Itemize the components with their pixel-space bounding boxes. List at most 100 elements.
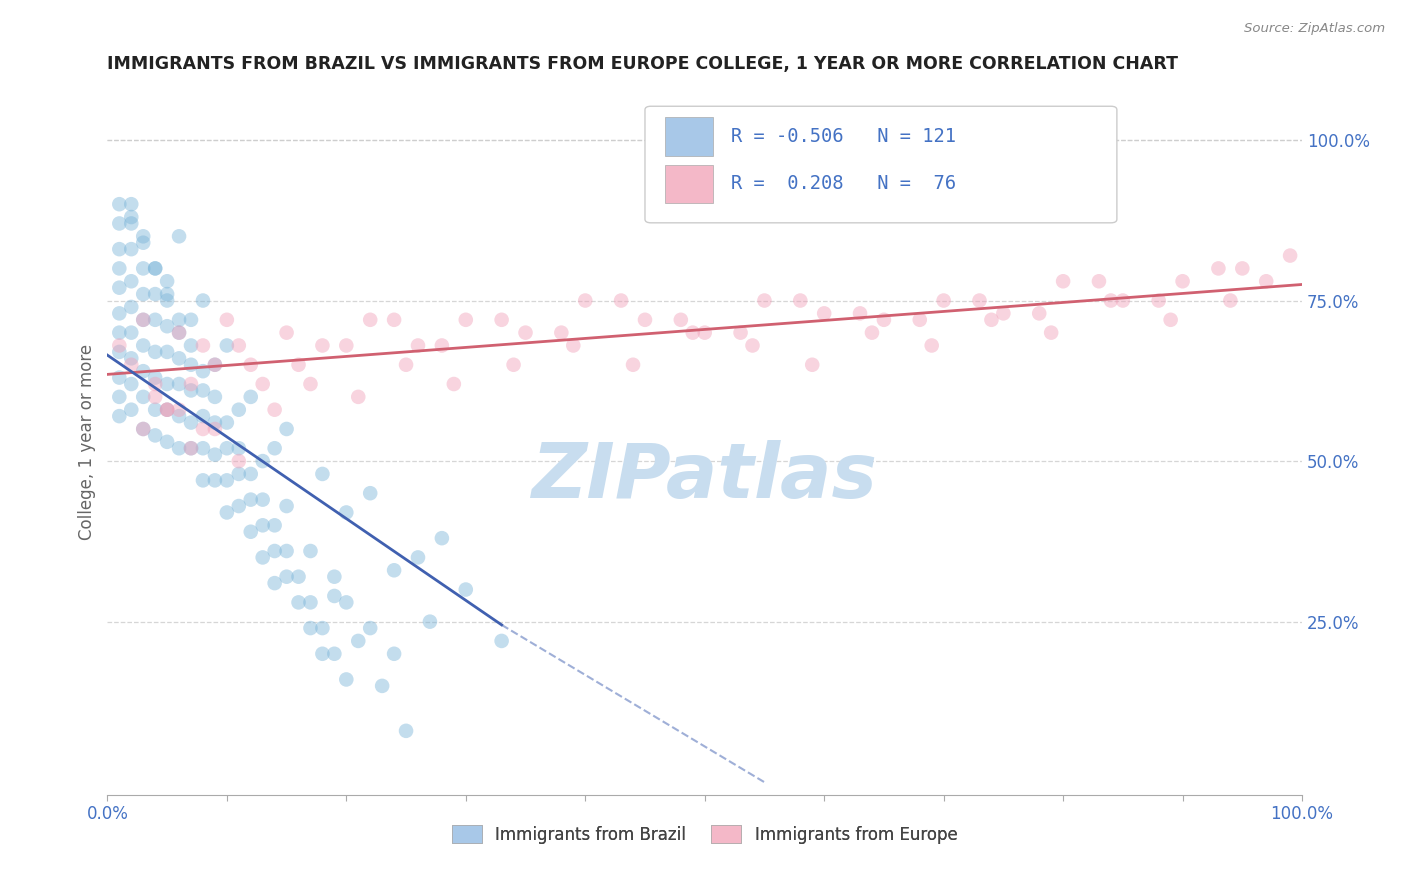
Point	[132, 338, 155, 352]
Point	[287, 570, 309, 584]
Point	[132, 422, 155, 436]
Point	[180, 442, 202, 456]
Point	[395, 358, 418, 372]
Point	[191, 409, 214, 424]
Point	[108, 242, 131, 256]
Point	[143, 261, 166, 276]
Point	[204, 422, 226, 436]
Point	[860, 326, 883, 340]
Point	[382, 647, 405, 661]
Point	[108, 326, 131, 340]
Point	[252, 454, 274, 468]
Point	[156, 293, 179, 308]
Point	[120, 210, 142, 224]
Point	[228, 338, 250, 352]
Point	[252, 518, 274, 533]
Point	[621, 358, 644, 372]
Point	[299, 595, 322, 609]
Point	[120, 242, 142, 256]
Point	[132, 235, 155, 250]
Point	[515, 326, 537, 340]
Point	[167, 442, 190, 456]
Point	[550, 326, 572, 340]
Point	[132, 390, 155, 404]
Point	[921, 338, 943, 352]
Point	[299, 544, 322, 558]
Point	[143, 313, 166, 327]
Point	[849, 306, 872, 320]
Text: IMMIGRANTS FROM BRAZIL VS IMMIGRANTS FROM EUROPE COLLEGE, 1 YEAR OR MORE CORRELA: IMMIGRANTS FROM BRAZIL VS IMMIGRANTS FRO…	[107, 55, 1178, 73]
Point	[1208, 261, 1230, 276]
Point	[156, 402, 179, 417]
Point	[143, 402, 166, 417]
Point	[562, 338, 585, 352]
Point	[239, 524, 262, 539]
Point	[980, 313, 1002, 327]
Point	[502, 358, 524, 372]
Point	[180, 442, 202, 456]
Point	[108, 345, 131, 359]
Point	[335, 673, 357, 687]
Point	[120, 351, 142, 366]
Point	[669, 313, 692, 327]
Point	[191, 474, 214, 488]
Point	[789, 293, 811, 308]
Point	[382, 563, 405, 577]
Point	[167, 402, 190, 417]
Point	[371, 679, 394, 693]
Point	[454, 582, 477, 597]
Point	[873, 313, 896, 327]
Point	[1232, 261, 1254, 276]
Point	[263, 544, 285, 558]
Point	[156, 434, 179, 449]
Point	[156, 274, 179, 288]
Point	[120, 217, 142, 231]
Point	[239, 358, 262, 372]
Point	[167, 409, 190, 424]
Point	[491, 634, 513, 648]
Point	[228, 499, 250, 513]
Point	[347, 634, 370, 648]
Point	[120, 358, 142, 372]
Point	[108, 261, 131, 276]
Point	[1160, 313, 1182, 327]
Point	[156, 345, 179, 359]
Point	[359, 313, 381, 327]
Point	[167, 229, 190, 244]
Point	[191, 338, 214, 352]
Point	[1256, 274, 1278, 288]
Point	[143, 261, 166, 276]
Point	[215, 442, 238, 456]
Point	[252, 550, 274, 565]
Point	[276, 326, 298, 340]
Point	[156, 319, 179, 334]
Point	[993, 306, 1015, 320]
Point	[191, 384, 214, 398]
Point	[1028, 306, 1050, 320]
Point	[335, 506, 357, 520]
Point	[1052, 274, 1074, 288]
Legend: Immigrants from Brazil, Immigrants from Europe: Immigrants from Brazil, Immigrants from …	[446, 819, 965, 850]
Point	[108, 338, 131, 352]
Point	[741, 338, 763, 352]
Point	[276, 570, 298, 584]
Point	[932, 293, 955, 308]
Point	[491, 313, 513, 327]
Point	[167, 377, 190, 392]
Point	[191, 422, 214, 436]
Point	[1112, 293, 1135, 308]
Point	[215, 416, 238, 430]
Point	[323, 589, 346, 603]
Point	[228, 402, 250, 417]
Point	[801, 358, 824, 372]
FancyBboxPatch shape	[645, 106, 1116, 223]
Point	[382, 313, 405, 327]
Point	[335, 338, 357, 352]
Point	[969, 293, 991, 308]
Point	[311, 647, 333, 661]
Point	[287, 595, 309, 609]
Point	[263, 402, 285, 417]
Point	[454, 313, 477, 327]
Point	[359, 486, 381, 500]
Point	[167, 351, 190, 366]
